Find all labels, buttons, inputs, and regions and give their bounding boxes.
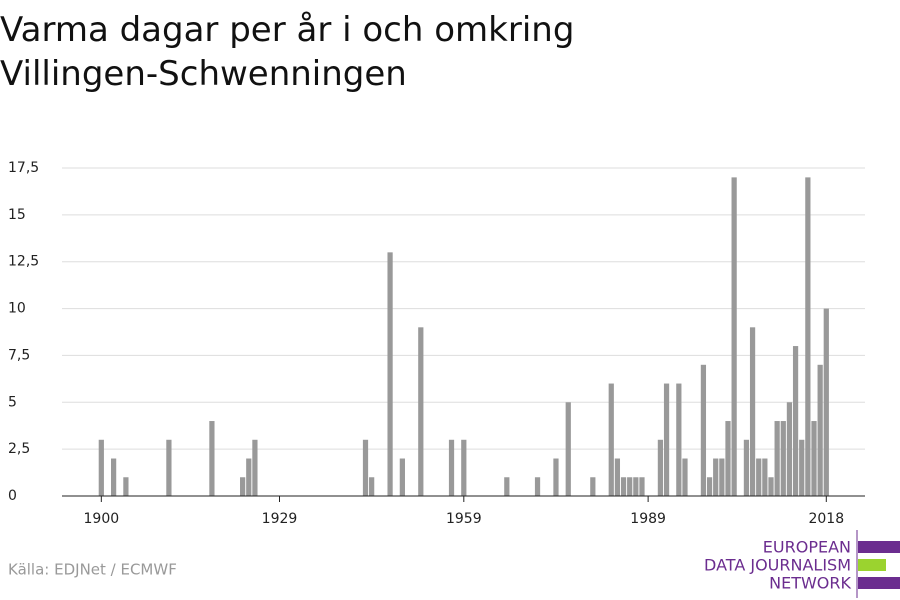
bar (418, 327, 424, 496)
bar (553, 458, 559, 496)
bar (246, 458, 252, 496)
bar (534, 477, 541, 496)
bar (749, 327, 756, 496)
bar (252, 439, 258, 496)
y-tick-label: 7,5 (8, 347, 30, 363)
bar (713, 458, 719, 496)
x-tick-label: 1959 (446, 511, 482, 527)
y-tick-label: 2,5 (8, 441, 30, 457)
y-tick-label: 10 (8, 301, 26, 317)
bar (399, 458, 405, 496)
bar (608, 383, 614, 496)
logo-bar (858, 541, 900, 553)
bar (240, 477, 246, 496)
bar (590, 477, 596, 496)
bar (756, 458, 762, 496)
source: Källa: EDJNet / ECMWF (8, 561, 177, 579)
bar (663, 383, 670, 496)
bar (774, 421, 780, 496)
bar (786, 402, 793, 496)
bar (657, 439, 664, 496)
logo-bar (858, 577, 900, 589)
bar (725, 421, 731, 496)
y-tick-label: 0 (8, 488, 17, 504)
bar (448, 439, 455, 496)
bar (461, 439, 467, 496)
logo-text: EUROPEAN (763, 538, 851, 557)
bar (731, 177, 737, 496)
x-tick-label: 1929 (262, 511, 298, 527)
bar (676, 383, 682, 496)
bar (682, 458, 688, 496)
y-tick-label: 12,5 (8, 254, 39, 270)
bar (123, 477, 129, 496)
bar (792, 346, 799, 496)
logo-text: NETWORK (769, 574, 851, 593)
bar (700, 364, 707, 496)
y-tick-label: 17,5 (8, 160, 39, 176)
bar (633, 477, 639, 496)
bar (706, 477, 713, 496)
bar (362, 439, 369, 496)
chart-title: Varma dagar per år i och omkring Villing… (0, 10, 575, 94)
bar (799, 439, 805, 496)
bar (823, 308, 829, 496)
bar (209, 421, 215, 496)
bar (614, 458, 621, 496)
bar (627, 477, 633, 496)
bar (780, 421, 786, 496)
y-tick-label: 5 (8, 394, 17, 410)
bar (504, 477, 510, 496)
bar (98, 439, 104, 496)
bar (762, 458, 768, 496)
bar (719, 458, 725, 496)
bar (639, 477, 645, 496)
bar (387, 252, 393, 496)
logo-text: DATA JOURNALISM (704, 556, 851, 575)
bar (110, 458, 117, 496)
bar (369, 477, 375, 496)
bar (166, 439, 172, 496)
x-tick-label: 1989 (630, 511, 666, 527)
bar (817, 364, 823, 496)
bar (743, 439, 750, 496)
x-tick-label: 2018 (808, 511, 844, 527)
y-tick-label: 15 (8, 207, 26, 223)
bar (811, 421, 817, 496)
bar (620, 477, 627, 496)
logo-bar (858, 559, 886, 571)
bar (565, 402, 571, 496)
x-tick-label: 1900 (84, 511, 120, 527)
bar (805, 177, 811, 496)
bar (768, 477, 774, 496)
